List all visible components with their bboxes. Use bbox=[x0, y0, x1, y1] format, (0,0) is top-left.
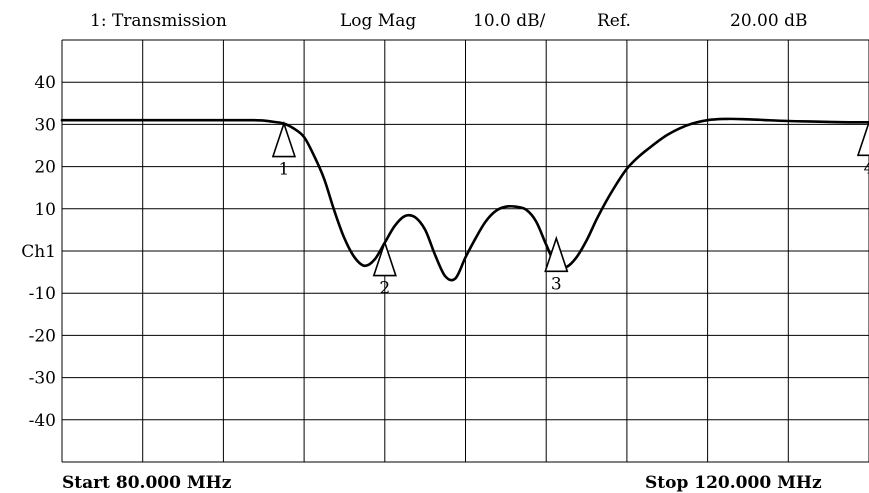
y-tick-label: 20 bbox=[34, 158, 56, 178]
marker-triangle bbox=[271, 121, 297, 158]
graticule bbox=[61, 39, 869, 463]
y-tick-label: 10 bbox=[34, 200, 56, 220]
format-label: Log Mag bbox=[340, 11, 416, 31]
y-tick-label: -40 bbox=[29, 411, 56, 431]
scale-label: 10.0 dB/ bbox=[473, 11, 546, 31]
marker-label: 2 bbox=[379, 279, 390, 299]
start-frequency: Start 80.000 MHz bbox=[62, 473, 232, 493]
marker-label: 3 bbox=[551, 274, 562, 294]
marker-1: 1 bbox=[271, 121, 297, 180]
markers: 1 2 3 4 bbox=[271, 119, 869, 299]
marker-triangle bbox=[856, 119, 869, 157]
ref-value: 20.00 dB bbox=[730, 11, 807, 31]
channel-trace-label: 1: Transmission bbox=[90, 11, 227, 31]
marker-label: 4 bbox=[864, 158, 869, 178]
y-tick-label: 30 bbox=[34, 115, 56, 135]
y-tick-label: -30 bbox=[29, 369, 56, 389]
y-tick-label: Ch1 bbox=[21, 242, 56, 262]
y-axis-labels: 40 30 20 10 Ch1 -10 -20 -30 -40 bbox=[21, 73, 56, 431]
marker-triangle bbox=[544, 235, 569, 273]
marker-label: 1 bbox=[279, 160, 290, 180]
marker-4: 4 bbox=[856, 119, 869, 178]
trace-area bbox=[60, 117, 869, 282]
marker-triangle bbox=[372, 240, 397, 277]
marker-3: 3 bbox=[544, 235, 569, 294]
transmission-trace bbox=[60, 117, 869, 282]
y-tick-label: -20 bbox=[29, 326, 56, 346]
y-tick-label: 40 bbox=[34, 73, 56, 93]
y-tick-label: -10 bbox=[29, 284, 56, 304]
ref-label: Ref. bbox=[597, 11, 631, 31]
marker-2: 2 bbox=[372, 240, 397, 299]
stop-frequency: Stop 120.000 MHz bbox=[645, 473, 822, 493]
